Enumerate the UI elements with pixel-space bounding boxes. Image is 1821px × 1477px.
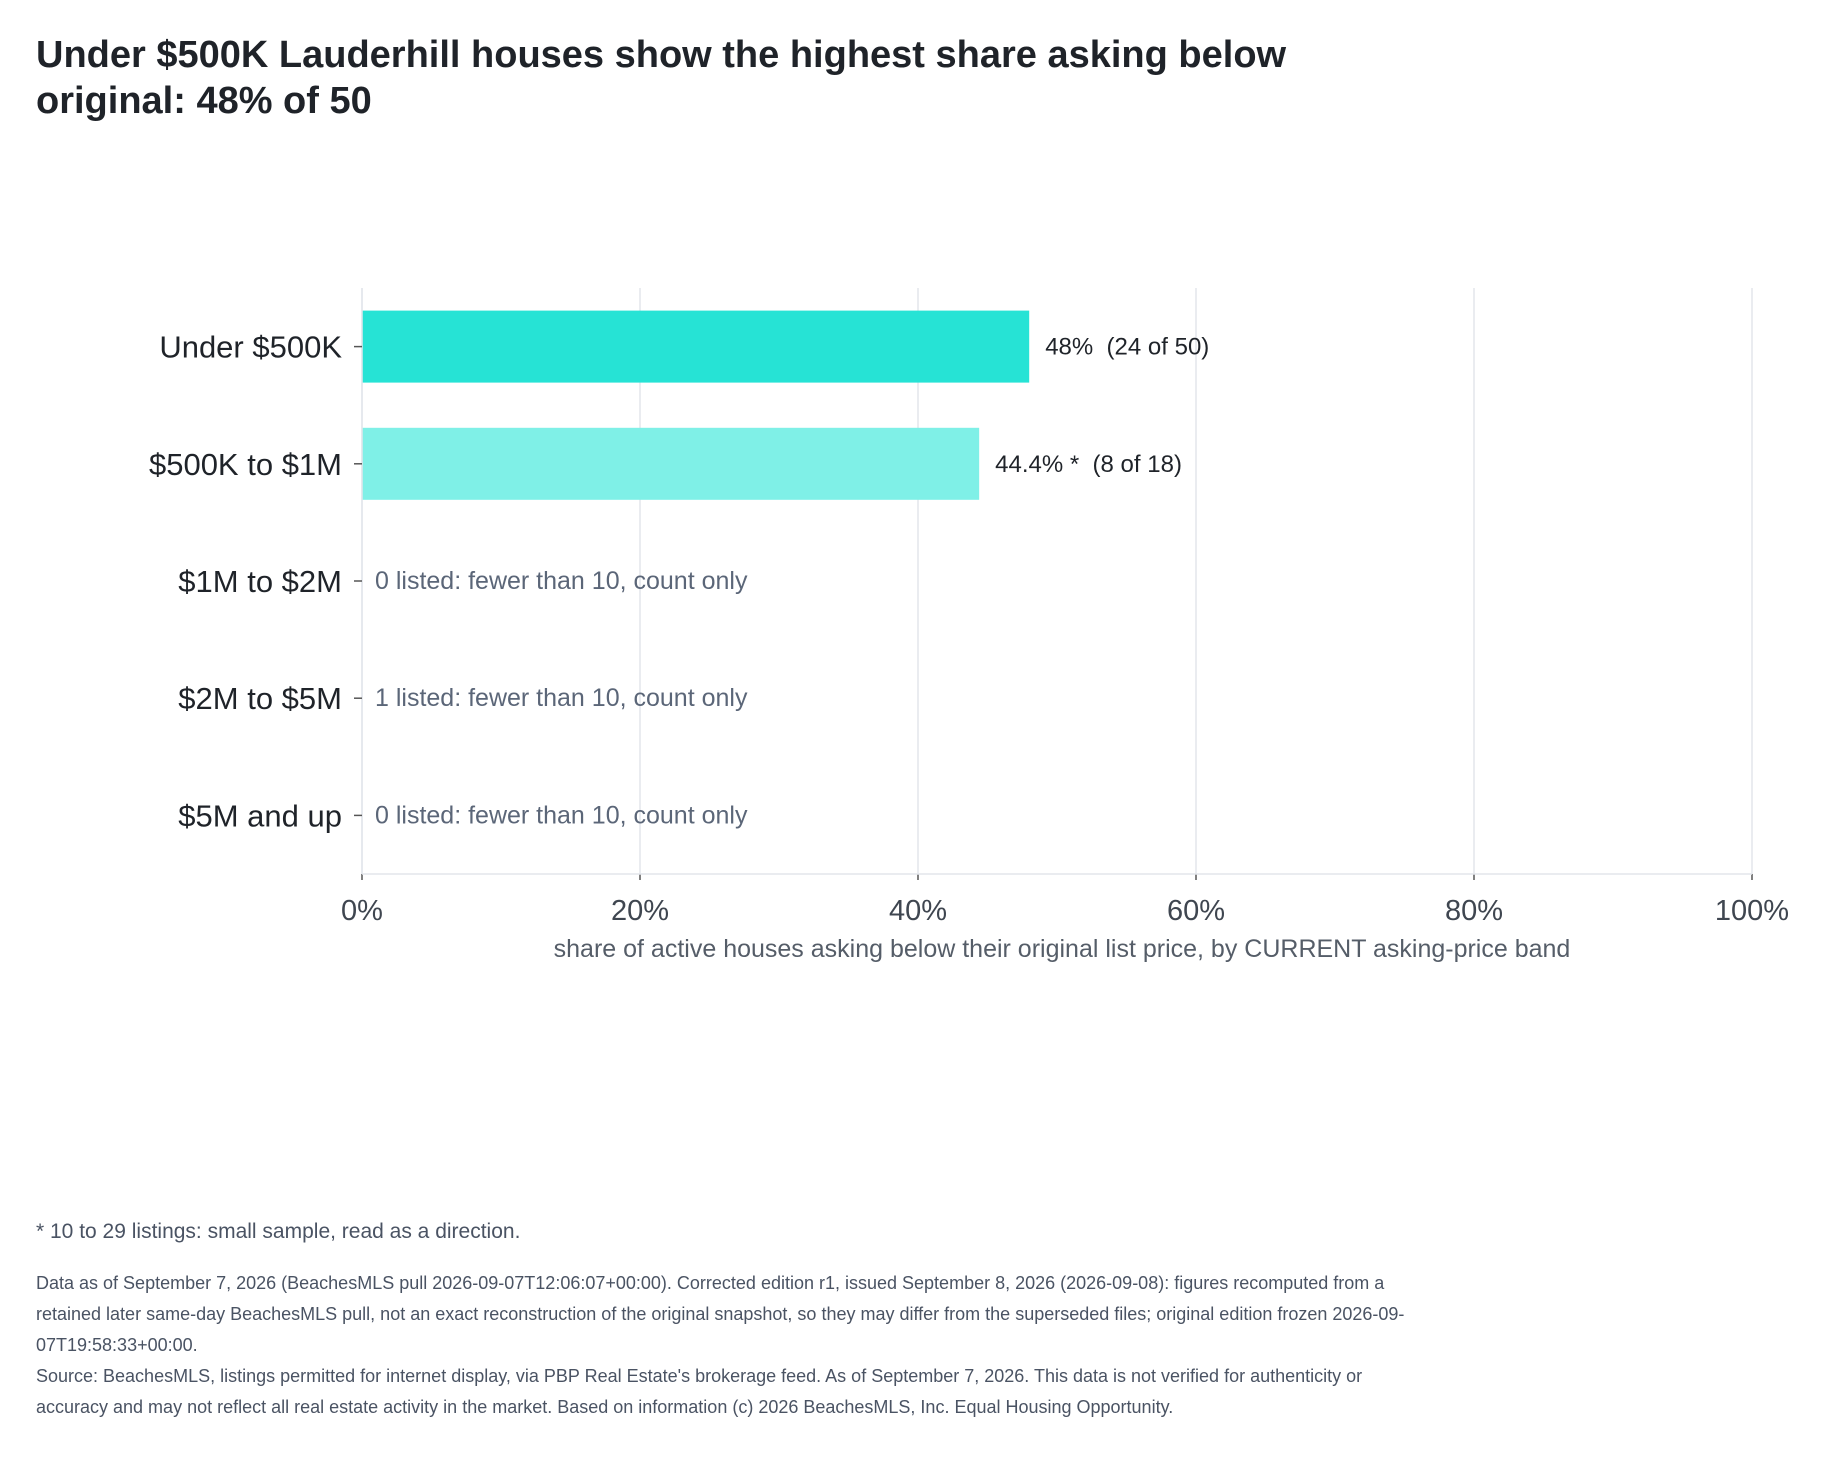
axes: 0% 20% 40% 60% 80% 100% Under $500K $500K to $1… (149, 288, 1789, 927)
y-tick-label: Under $500K (159, 330, 342, 365)
x-axis-label: share of active houses asking below thei… (554, 935, 1571, 963)
y-tick-label: $1M to $2M (178, 564, 342, 599)
x-tick-label: 60% (1167, 895, 1225, 927)
x-tick-label: 100% (1715, 895, 1789, 927)
bar-value-label: 48% (24 of 50) (1045, 334, 1209, 361)
bar-chart: 48% (24 of 50) 44.4% * (8 of 18) 0 listed:… (149, 288, 1789, 963)
bar-value-label: 44.4% * (8 of 18) (995, 451, 1182, 478)
data-note: Data as of September 7, 2026 (BeachesMLS… (36, 1273, 1405, 1355)
source-note: Source: BeachesMLS, listings permitted f… (36, 1366, 1363, 1417)
x-tick-label: 80% (1445, 895, 1503, 927)
bar-count-note: 1 listed: fewer than 10, count only (375, 684, 748, 712)
bar-count-note: 0 listed: fewer than 10, count only (375, 567, 748, 595)
y-tick-label: $500K to $1M (149, 447, 342, 482)
bar (362, 427, 980, 500)
chart-title: Under $500K Lauderhill houses show the h… (36, 34, 1287, 122)
bar-count-note: 0 listed: fewer than 10, count only (375, 801, 748, 829)
x-tick-label: 20% (611, 895, 669, 927)
bars: 48% (24 of 50) 44.4% * (8 of 18) 0 listed:… (362, 310, 1209, 829)
y-tick-label: $2M to $5M (178, 681, 342, 716)
bar (362, 310, 1030, 383)
footnote: * 10 to 29 listings: small sample, read … (36, 1220, 521, 1243)
y-tick-label: $5M and up (178, 798, 342, 833)
x-tick-label: 40% (889, 895, 947, 927)
x-tick-label: 0% (341, 895, 383, 927)
